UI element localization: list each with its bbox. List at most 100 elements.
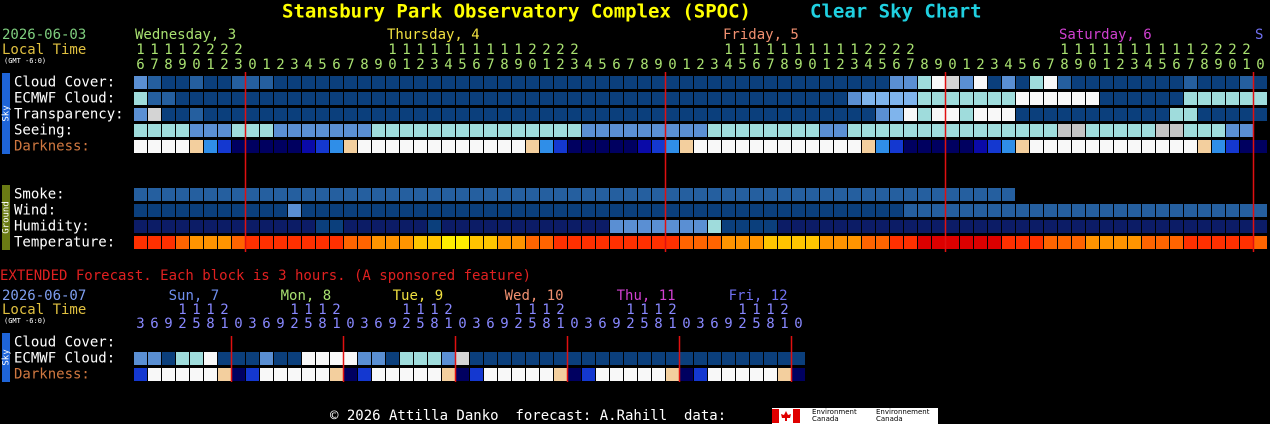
forecast-block bbox=[694, 220, 707, 233]
forecast-block bbox=[288, 76, 301, 89]
forecast-block bbox=[820, 124, 833, 137]
forecast-block bbox=[372, 204, 385, 217]
forecast-block bbox=[694, 108, 707, 121]
forecast-block bbox=[582, 92, 595, 105]
forecast-block bbox=[1156, 76, 1169, 89]
forecast-block bbox=[638, 220, 651, 233]
forecast-block bbox=[834, 92, 847, 105]
forecast-block bbox=[932, 220, 945, 233]
forecast-block bbox=[1156, 236, 1169, 249]
forecast-block bbox=[162, 188, 175, 201]
forecast-block bbox=[526, 352, 539, 365]
forecast-block bbox=[190, 108, 203, 121]
forecast-block bbox=[1058, 220, 1071, 233]
forecast-block bbox=[624, 140, 637, 153]
forecast-block bbox=[218, 204, 231, 217]
forecast-block bbox=[246, 76, 259, 89]
forecast-block bbox=[498, 352, 511, 365]
forecast-block bbox=[330, 124, 343, 137]
forecast-block bbox=[778, 220, 791, 233]
forecast-block bbox=[848, 220, 861, 233]
forecast-block bbox=[162, 236, 175, 249]
forecast-block bbox=[1198, 92, 1211, 105]
forecast-block bbox=[1226, 92, 1239, 105]
forecast-block bbox=[526, 236, 539, 249]
forecast-block bbox=[1016, 236, 1029, 249]
forecast-block bbox=[1086, 140, 1099, 153]
forecast-block bbox=[610, 368, 623, 381]
forecast-block bbox=[708, 76, 721, 89]
forecast-block bbox=[1184, 108, 1197, 121]
forecast-block bbox=[848, 124, 861, 137]
forecast-block bbox=[1114, 76, 1127, 89]
forecast-block bbox=[1016, 76, 1029, 89]
forecast-block bbox=[946, 188, 959, 201]
forecast-block bbox=[792, 124, 805, 137]
forecast-block bbox=[330, 92, 343, 105]
forecast-block bbox=[848, 92, 861, 105]
forecast-block bbox=[974, 236, 987, 249]
forecast-block bbox=[540, 140, 553, 153]
forecast-block bbox=[1212, 124, 1225, 137]
forecast-block bbox=[1016, 204, 1029, 217]
forecast-block bbox=[1198, 220, 1211, 233]
forecast-block bbox=[1128, 140, 1141, 153]
forecast-block bbox=[582, 204, 595, 217]
forecast-block bbox=[344, 204, 357, 217]
forecast-block bbox=[596, 188, 609, 201]
forecast-block bbox=[260, 76, 273, 89]
forecast-block bbox=[946, 76, 959, 89]
forecast-block bbox=[134, 76, 147, 89]
forecast-block bbox=[932, 124, 945, 137]
forecast-block bbox=[960, 220, 973, 233]
forecast-block bbox=[778, 76, 791, 89]
forecast-block bbox=[512, 140, 525, 153]
forecast-block bbox=[414, 76, 427, 89]
forecast-block bbox=[1044, 236, 1057, 249]
forecast-block bbox=[344, 92, 357, 105]
forecast-block bbox=[638, 140, 651, 153]
forecast-block bbox=[456, 220, 469, 233]
forecast-block bbox=[386, 140, 399, 153]
forecast-block bbox=[246, 124, 259, 137]
forecast-block bbox=[554, 108, 567, 121]
date: 2026-06-07 bbox=[2, 288, 86, 304]
forecast-block bbox=[428, 204, 441, 217]
forecast-block bbox=[1198, 140, 1211, 153]
forecast-block bbox=[666, 352, 679, 365]
forecast-block bbox=[960, 108, 973, 121]
forecast-block bbox=[190, 204, 203, 217]
forecast-block bbox=[274, 220, 287, 233]
forecast-block bbox=[1212, 92, 1225, 105]
forecast-block bbox=[862, 140, 875, 153]
forecast-block bbox=[1114, 140, 1127, 153]
forecast-block bbox=[722, 76, 735, 89]
forecast-block bbox=[274, 368, 287, 381]
forecast-block bbox=[666, 204, 679, 217]
forecast-block bbox=[204, 236, 217, 249]
forecast-block bbox=[456, 368, 469, 381]
forecast-block bbox=[190, 220, 203, 233]
forecast-block bbox=[764, 204, 777, 217]
forecast-block bbox=[134, 368, 147, 381]
forecast-block bbox=[750, 124, 763, 137]
forecast-block bbox=[974, 188, 987, 201]
forecast-block bbox=[162, 204, 175, 217]
forecast-block bbox=[274, 92, 287, 105]
forecast-block bbox=[708, 108, 721, 121]
forecast-block bbox=[470, 368, 483, 381]
forecast-block bbox=[582, 236, 595, 249]
forecast-block bbox=[1072, 92, 1085, 105]
forecast-block bbox=[680, 352, 693, 365]
forecast-block bbox=[778, 204, 791, 217]
forecast-block bbox=[414, 204, 427, 217]
forecast-block bbox=[834, 140, 847, 153]
forecast-block bbox=[1170, 92, 1183, 105]
forecast-block bbox=[400, 236, 413, 249]
forecast-block bbox=[1128, 204, 1141, 217]
forecast-block bbox=[386, 236, 399, 249]
forecast-block bbox=[274, 188, 287, 201]
forecast-block bbox=[218, 352, 231, 365]
forecast-block bbox=[694, 188, 707, 201]
forecast-block bbox=[512, 108, 525, 121]
